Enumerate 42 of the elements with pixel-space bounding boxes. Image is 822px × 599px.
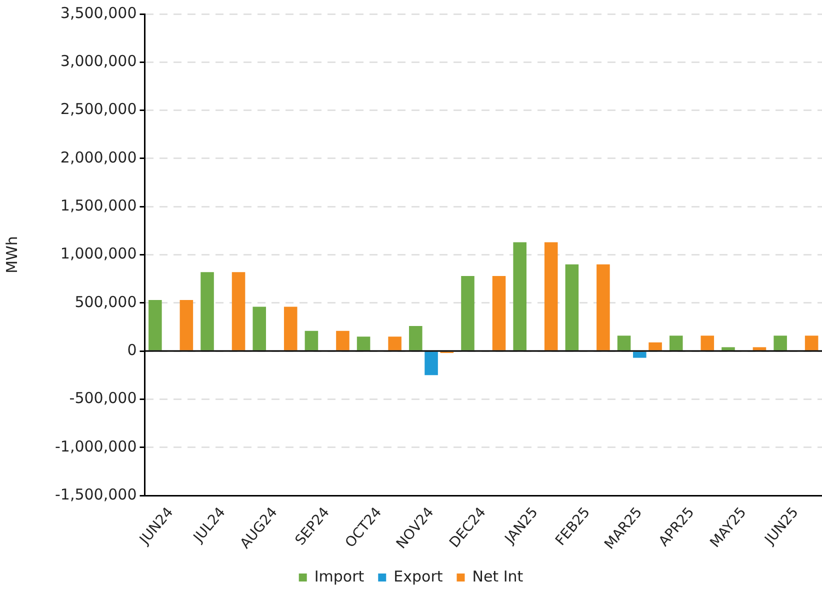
y-axis-title: MWh [2,236,21,274]
bar [232,272,246,350]
bar [492,276,506,350]
bar [336,330,350,350]
bar [722,347,735,350]
bar [284,306,298,350]
legend-label: Import [314,567,364,586]
bar [752,347,766,350]
bar [409,326,422,350]
bar [461,276,474,350]
bar [596,264,610,350]
y-tick-label: -500,000 [69,389,137,408]
bar [180,300,194,350]
y-tick-label: 2,000,000 [60,148,137,166]
bar [669,336,683,350]
y-tick-label: -1,500,000 [54,485,137,504]
legend-label: Net Int [472,567,524,586]
legend-label: Export [394,567,443,586]
y-tick-label: 3,500,000 [60,4,137,22]
bar [148,300,162,350]
y-tick-label: 500,000 [74,292,137,311]
bar [388,336,402,350]
bar [356,336,370,350]
bar [200,272,214,350]
bar [252,306,266,350]
y-tick-label: -1,000,000 [54,437,137,456]
bar [304,330,318,350]
bar [700,336,714,350]
bar [565,264,579,350]
bar [617,336,631,350]
bar [513,242,526,350]
y-tick-label: 1,000,000 [60,244,137,263]
bar [544,242,558,350]
y-tick-label: 0 [127,340,137,359]
bar [774,336,787,350]
y-tick-label: 3,000,000 [60,52,137,70]
y-tick-label: 2,500,000 [60,100,137,118]
bar [648,342,662,350]
bar [424,352,438,376]
bar [633,352,646,358]
bar [804,336,818,350]
y-tick-label: 1,500,000 [60,196,137,214]
